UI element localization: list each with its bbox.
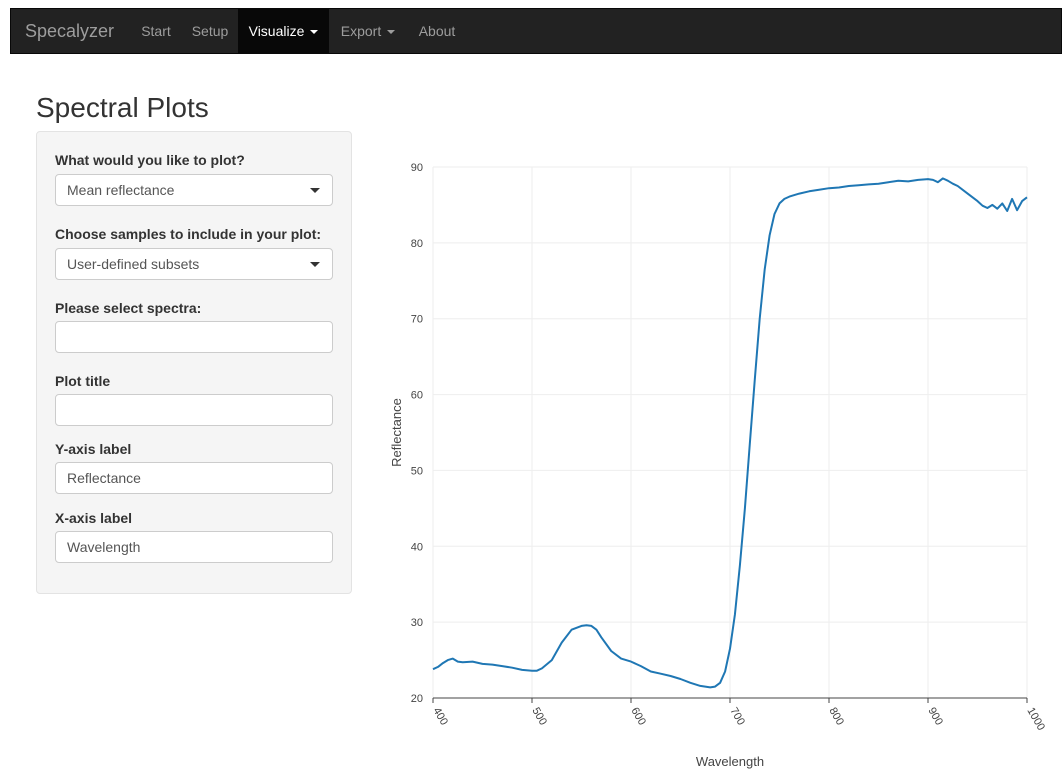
samples-value: User-defined subsets [67, 256, 200, 272]
x-tick-label: 800 [826, 706, 846, 728]
x-tick-label: 600 [628, 706, 648, 728]
nav-item-visualize[interactable]: Visualize [238, 9, 329, 53]
nav-item-setup[interactable]: Setup [183, 9, 237, 53]
nav-item-setup-label: Setup [191, 23, 229, 39]
navbar-brand[interactable]: Specalyzer [25, 21, 115, 41]
series-line[interactable] [432, 177, 1028, 689]
y-tick-label: 50 [411, 465, 423, 477]
x-axis-title: Wavelength [696, 754, 764, 769]
nav-item-start[interactable]: Start [129, 9, 183, 53]
top-navbar: Specalyzer Start Setup Visualize Export … [10, 8, 1062, 54]
spectra-input[interactable] [55, 321, 333, 353]
x-tick-label: 400 [430, 706, 450, 728]
x-tick-label: 900 [925, 706, 945, 728]
plot-title-input[interactable] [55, 394, 333, 426]
nav-item-about-label: About [418, 23, 456, 39]
y-tick-label: 20 [411, 693, 423, 705]
y-axis-label-label: Y-axis label [55, 441, 132, 457]
samples-select[interactable]: User-defined subsets [55, 248, 333, 280]
spectral-plot[interactable]: 20 30 40 50 60 70 80 90 400 500 600 700 800 900 1000 Wa… [360, 140, 1060, 770]
y-axis-label-input[interactable]: Reflectance [55, 462, 333, 494]
y-axis-label-value: Reflectance [67, 470, 141, 486]
nav-item-about[interactable]: About [409, 9, 465, 53]
y-tick-label: 60 [411, 390, 423, 402]
chevron-down-icon [310, 188, 320, 193]
x-tick-label: 1000 [1024, 706, 1047, 733]
chevron-down-icon [310, 30, 319, 35]
x-axis-label-input[interactable]: Wavelength [55, 531, 333, 563]
plot-type-label: What would you like to plot? [55, 152, 245, 168]
spectral-plot-svg[interactable]: 20 30 40 50 60 70 80 90 400 500 600 700 800 900 1000 Wa… [360, 140, 1060, 770]
plot-title-label: Plot title [55, 373, 111, 389]
plot-type-select[interactable]: Mean reflectance [55, 174, 333, 206]
nav-item-export-label: Export [340, 23, 382, 39]
chevron-down-icon [387, 30, 396, 35]
samples-label: Choose samples to include in your plot: [55, 226, 322, 242]
chevron-down-icon [310, 262, 320, 267]
x-tick-label: 500 [529, 706, 549, 728]
nav-item-start-label: Start [141, 23, 171, 39]
x-tick-label: 700 [727, 706, 747, 728]
nav-item-export[interactable]: Export [329, 9, 407, 53]
page-title: Spectral Plots [36, 92, 209, 123]
y-tick-label: 30 [411, 617, 423, 629]
x-axis-label-value: Wavelength [67, 539, 141, 555]
plot-settings-panel: What would you like to plot? Mean reflec… [36, 131, 352, 594]
nav-item-visualize-label: Visualize [248, 23, 305, 39]
y-tick-label: 40 [411, 541, 423, 553]
y-axis-title: Reflectance [389, 398, 404, 467]
y-tick-label: 80 [411, 238, 423, 250]
x-axis-label-label: X-axis label [55, 510, 133, 526]
spectra-label: Please select spectra: [55, 300, 202, 316]
y-tick-label: 70 [411, 314, 423, 326]
plot-type-value: Mean reflectance [67, 182, 175, 198]
y-tick-label: 90 [411, 162, 423, 174]
